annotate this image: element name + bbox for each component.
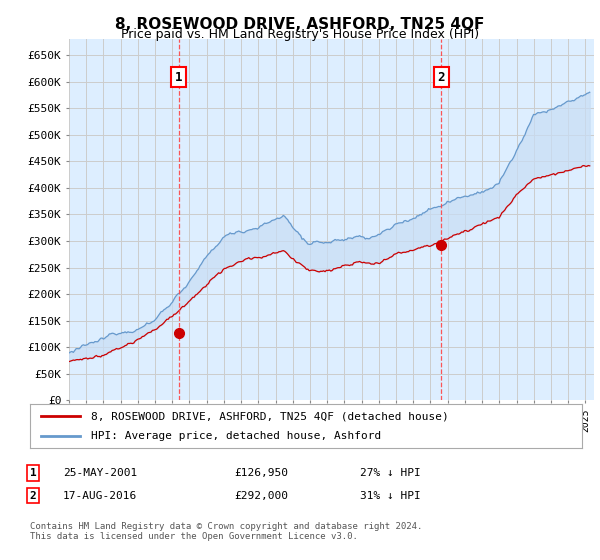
Text: 31% ↓ HPI: 31% ↓ HPI (360, 491, 421, 501)
Text: 2: 2 (437, 71, 445, 83)
Text: Price paid vs. HM Land Registry's House Price Index (HPI): Price paid vs. HM Land Registry's House … (121, 28, 479, 41)
Text: 2: 2 (29, 491, 37, 501)
Text: Contains HM Land Registry data © Crown copyright and database right 2024.
This d: Contains HM Land Registry data © Crown c… (30, 522, 422, 542)
Text: 8, ROSEWOOD DRIVE, ASHFORD, TN25 4QF: 8, ROSEWOOD DRIVE, ASHFORD, TN25 4QF (115, 17, 485, 32)
Text: £126,950: £126,950 (234, 468, 288, 478)
Text: 17-AUG-2016: 17-AUG-2016 (63, 491, 137, 501)
Text: 25-MAY-2001: 25-MAY-2001 (63, 468, 137, 478)
Text: 27% ↓ HPI: 27% ↓ HPI (360, 468, 421, 478)
Text: HPI: Average price, detached house, Ashford: HPI: Average price, detached house, Ashf… (91, 431, 381, 441)
Text: 1: 1 (29, 468, 37, 478)
Text: 1: 1 (175, 71, 182, 83)
Text: 8, ROSEWOOD DRIVE, ASHFORD, TN25 4QF (detached house): 8, ROSEWOOD DRIVE, ASHFORD, TN25 4QF (de… (91, 411, 448, 421)
Text: £292,000: £292,000 (234, 491, 288, 501)
